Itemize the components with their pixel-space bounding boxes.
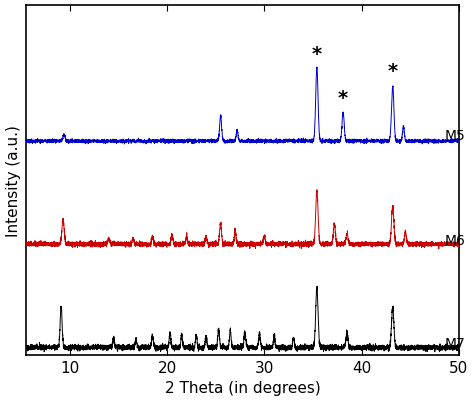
Text: *: * xyxy=(312,45,322,63)
Text: *: * xyxy=(338,89,348,108)
Text: M7: M7 xyxy=(444,336,465,350)
Text: M6: M6 xyxy=(444,233,465,247)
Y-axis label: Intensity (a.u.): Intensity (a.u.) xyxy=(6,125,20,236)
X-axis label: 2 Theta (in degrees): 2 Theta (in degrees) xyxy=(164,381,320,395)
Text: *: * xyxy=(388,62,398,81)
Text: M5: M5 xyxy=(444,129,465,142)
